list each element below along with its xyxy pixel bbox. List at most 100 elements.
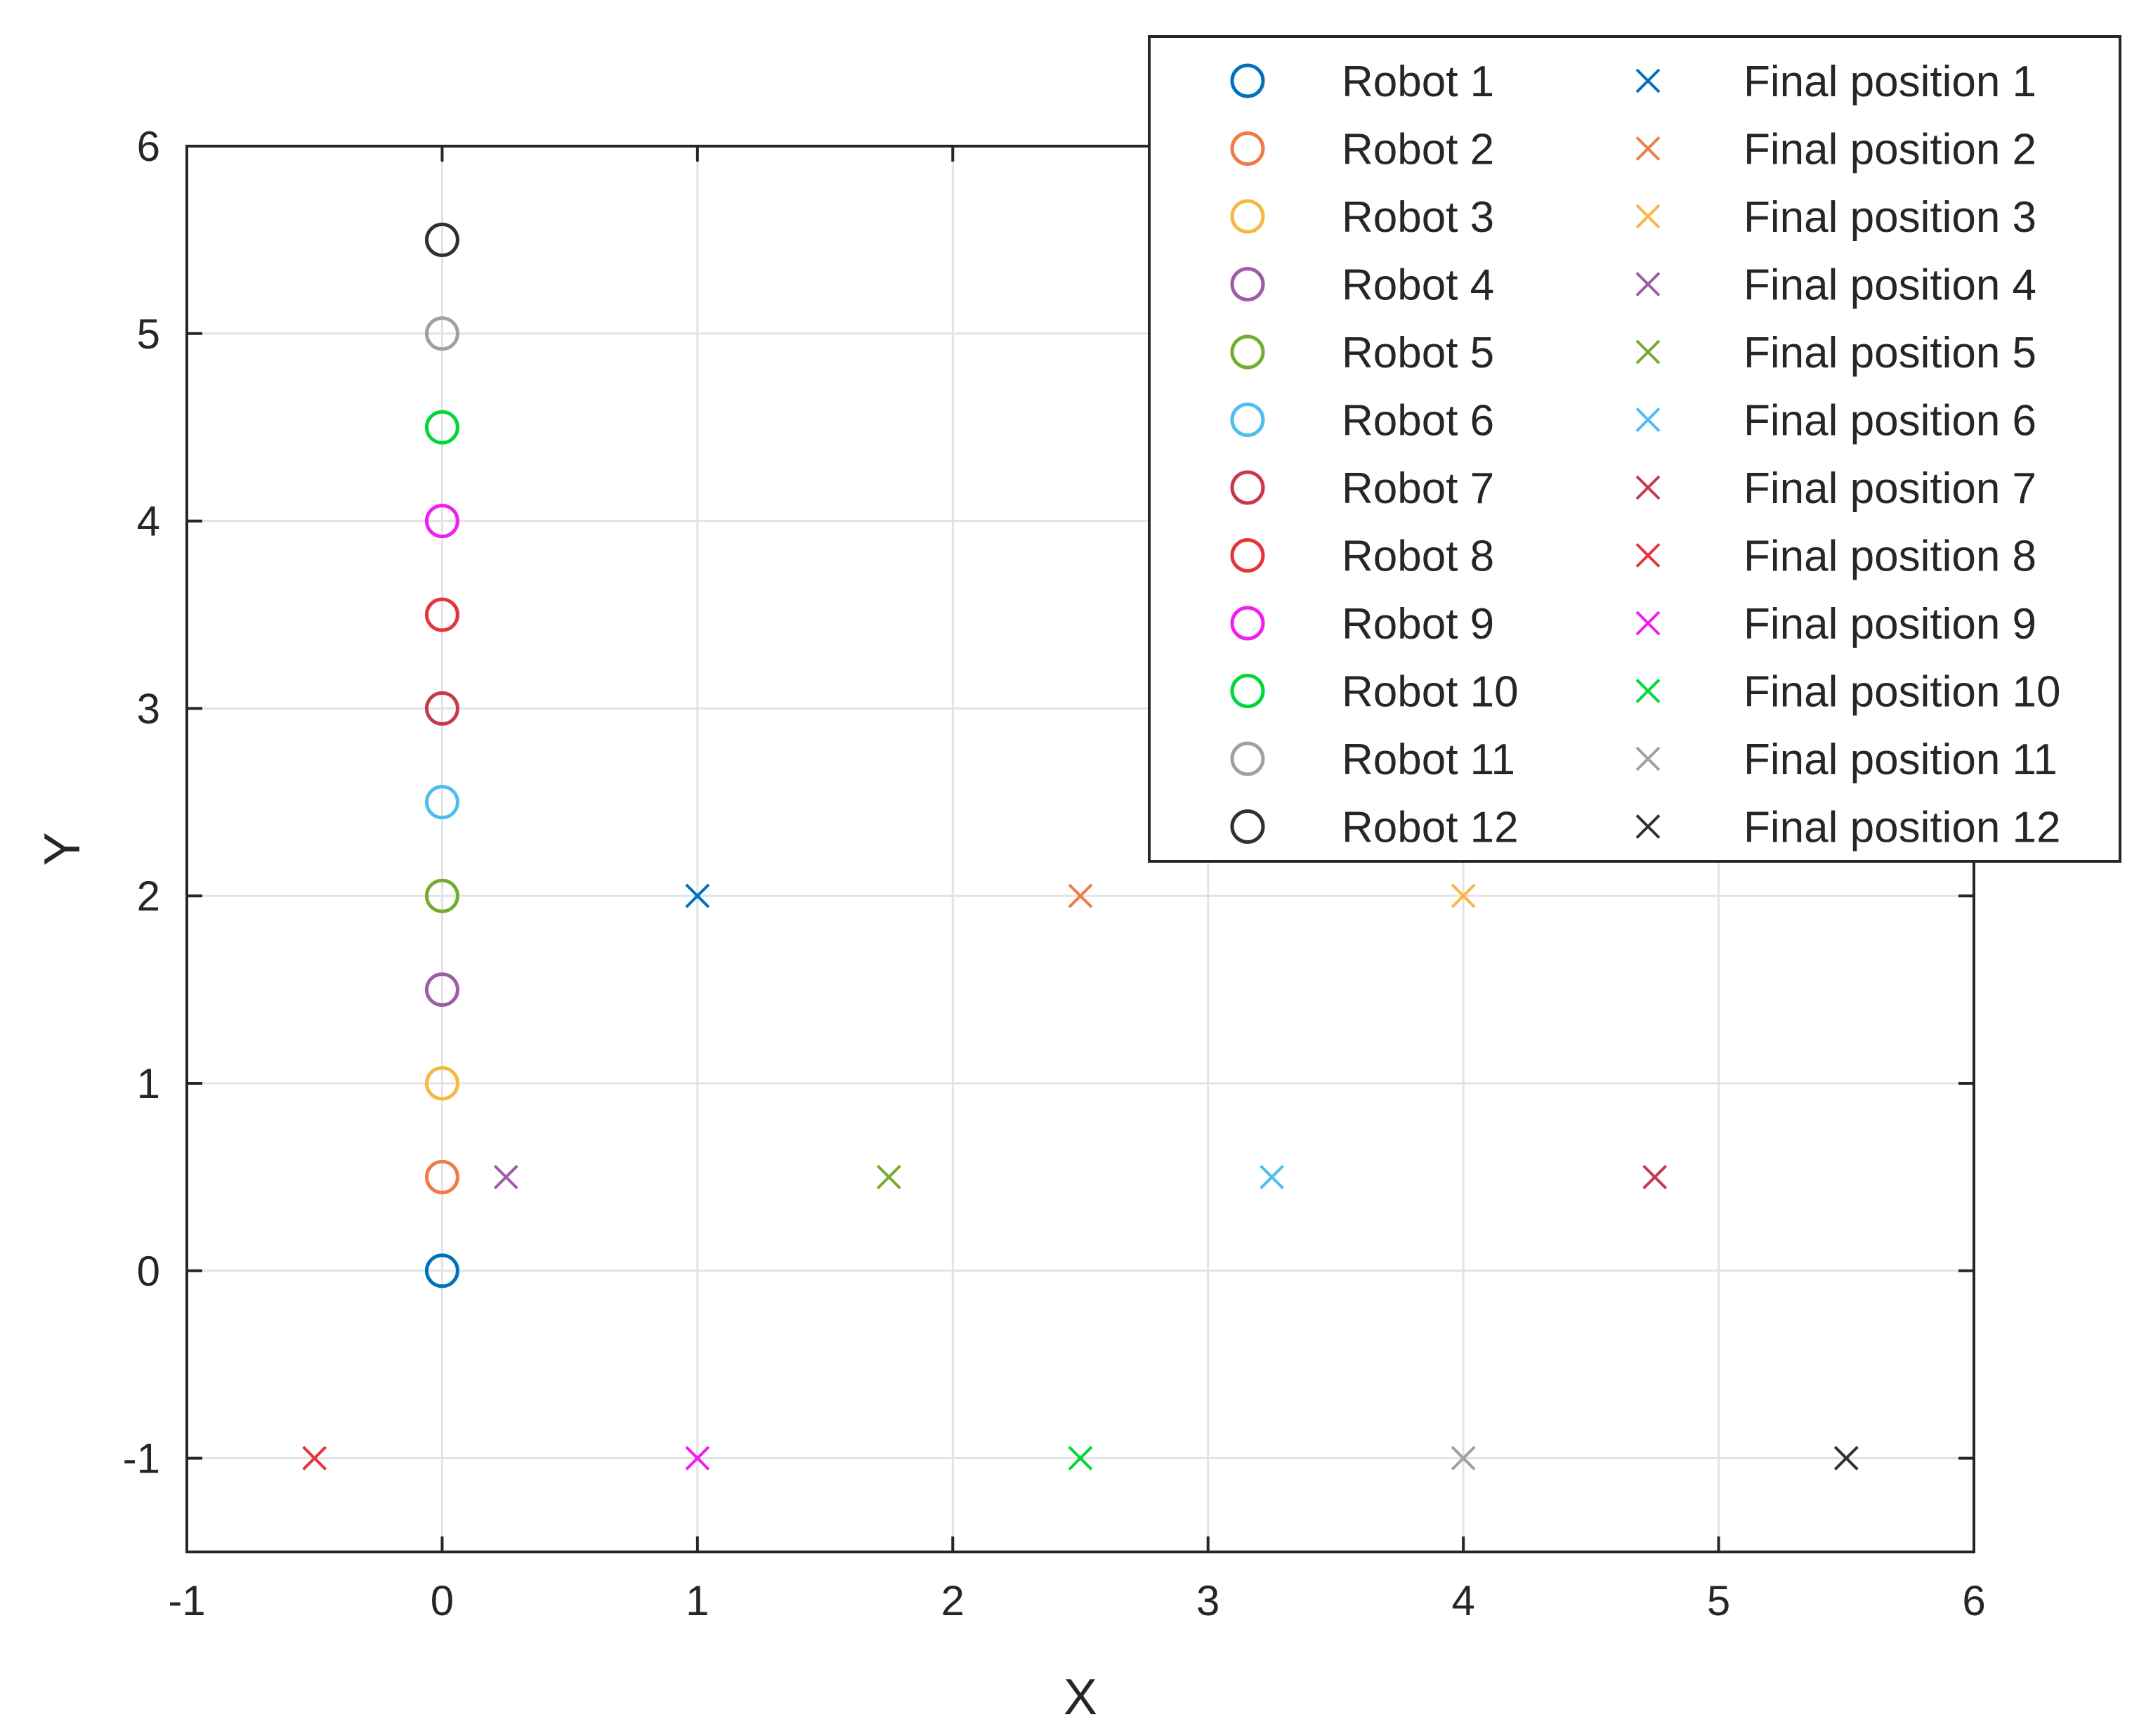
legend-marker xyxy=(1230,538,1265,573)
legend-marker xyxy=(1635,136,1661,161)
legend-entry-label: Final position 10 xyxy=(1744,668,2061,717)
x-tick-label: 2 xyxy=(941,1577,964,1624)
legend-marker xyxy=(1635,814,1661,839)
y-tick-label: 6 xyxy=(137,123,160,170)
legend-entry-label: Final position 12 xyxy=(1744,804,2061,852)
legend-marker xyxy=(1230,606,1265,641)
legend-entry-label: Final position 9 xyxy=(1744,600,2036,648)
x-tick-label: 1 xyxy=(686,1577,709,1624)
x-marker-stroke xyxy=(1068,883,1093,908)
legend-marker xyxy=(1635,746,1661,771)
robot-start-marker xyxy=(424,691,459,726)
legend-marker xyxy=(1230,267,1265,301)
y-tick-label: 1 xyxy=(137,1060,160,1107)
robot-start-marker xyxy=(424,785,459,820)
x-tick-label: 3 xyxy=(1196,1577,1219,1624)
legend-marker xyxy=(1230,63,1265,98)
x-marker-stroke xyxy=(1635,679,1661,703)
x-marker-stroke xyxy=(1635,68,1661,93)
x-marker-stroke xyxy=(302,1446,327,1471)
robot-start-marker xyxy=(424,1253,459,1288)
legend-entry-label: Robot 7 xyxy=(1342,464,1494,513)
x-marker-stroke xyxy=(1635,136,1661,161)
legend-entry-label: Robot 3 xyxy=(1342,193,1494,242)
x-tick-label: 4 xyxy=(1451,1577,1474,1624)
final-position-marker xyxy=(877,1164,901,1189)
legend-entry-label: Final position 7 xyxy=(1744,464,2036,513)
x-marker-stroke xyxy=(1260,1164,1284,1189)
x-marker-stroke xyxy=(1635,611,1661,636)
x-tick-label: 0 xyxy=(431,1577,454,1624)
robot-start-marker xyxy=(424,972,459,1007)
final-position-marker xyxy=(1642,1164,1668,1189)
legend-marker xyxy=(1230,403,1265,437)
x-marker-stroke xyxy=(1635,814,1661,839)
legend-marker xyxy=(1635,543,1661,568)
robot-start-marker xyxy=(424,1159,459,1194)
y-tick-label: 3 xyxy=(137,685,160,732)
x-marker-stroke xyxy=(1635,746,1661,771)
final-position-marker xyxy=(1068,883,1093,908)
axis-ticks: -1 0 1 2 3 4 5 6 -1 0 1 2 3 4 5 6 xyxy=(123,123,1986,1624)
legend-entry-label: Robot 10 xyxy=(1342,668,1519,717)
legend-marker xyxy=(1635,272,1661,296)
legend-marker xyxy=(1635,68,1661,93)
x-marker-stroke xyxy=(1635,475,1661,500)
legend-marker xyxy=(1230,131,1265,166)
legend-marker xyxy=(1635,611,1661,636)
x-marker-stroke xyxy=(877,1164,901,1189)
legend-entry-label: Robot 8 xyxy=(1342,533,1494,581)
legend-entry-label: Robot 4 xyxy=(1342,261,1494,310)
robot-start-marker xyxy=(424,410,459,445)
legend-marker xyxy=(1635,679,1661,703)
x-marker-stroke xyxy=(1642,1164,1668,1189)
robot-start-marker xyxy=(424,316,459,351)
x-marker-stroke xyxy=(1635,339,1661,365)
legend-marker xyxy=(1635,204,1661,229)
y-tick-label: 5 xyxy=(137,311,160,358)
legend-marker xyxy=(1230,334,1265,370)
final-position-marker xyxy=(1068,1446,1093,1471)
legend-entry-label: Final position 11 xyxy=(1744,736,2058,784)
data-markers xyxy=(302,222,1859,1471)
x-marker-stroke xyxy=(1833,1446,1859,1471)
x-marker-stroke xyxy=(1451,1446,1476,1471)
legend-marker xyxy=(1635,339,1661,365)
legend: Robot 1 Robot 2 Robot 3 Robot 4 Robot 5 Robot… xyxy=(1148,35,2121,863)
final-position-marker xyxy=(1833,1446,1859,1471)
legend-box xyxy=(1148,35,2121,863)
final-position-marker xyxy=(302,1446,327,1471)
robot-start-marker xyxy=(424,504,459,539)
legend-entry-label: Final position 2 xyxy=(1744,126,2036,174)
legend-marker xyxy=(1230,199,1265,234)
legend-entry-label: Final position 3 xyxy=(1744,193,2036,242)
legend-entry-label: Robot 5 xyxy=(1342,329,1494,377)
final-position-marker xyxy=(1260,1164,1284,1189)
legend-entry-label: Robot 9 xyxy=(1342,600,1494,648)
legend-entry-label: Robot 2 xyxy=(1342,126,1494,174)
robot-start-marker xyxy=(424,1066,459,1101)
legend-marker xyxy=(1230,470,1265,505)
x-marker-stroke xyxy=(1635,272,1661,296)
legend-marker xyxy=(1230,674,1265,708)
x-marker-stroke xyxy=(493,1164,518,1189)
x-marker-stroke xyxy=(1451,883,1476,908)
legend-entry-label: Final position 8 xyxy=(1744,533,2036,581)
legend-entry-label: Robot 1 xyxy=(1342,58,1494,106)
x-axis-label: X xyxy=(1064,1669,1097,1725)
y-axis-label: Y xyxy=(34,832,91,866)
legend-marker xyxy=(1635,475,1661,500)
robot-start-marker xyxy=(424,222,459,257)
x-marker-stroke xyxy=(685,1446,710,1471)
final-position-marker xyxy=(1451,883,1476,908)
legend-entry-label: Final position 6 xyxy=(1744,397,2036,445)
robot-start-marker xyxy=(424,597,459,632)
x-marker-stroke xyxy=(1635,407,1661,432)
final-position-marker xyxy=(493,1164,518,1189)
y-tick-label: 0 xyxy=(137,1248,160,1295)
y-tick-label: -1 xyxy=(123,1435,160,1482)
legend-entry-label: Robot 6 xyxy=(1342,397,1494,445)
final-position-marker xyxy=(685,883,710,908)
legend-marker xyxy=(1635,407,1661,432)
